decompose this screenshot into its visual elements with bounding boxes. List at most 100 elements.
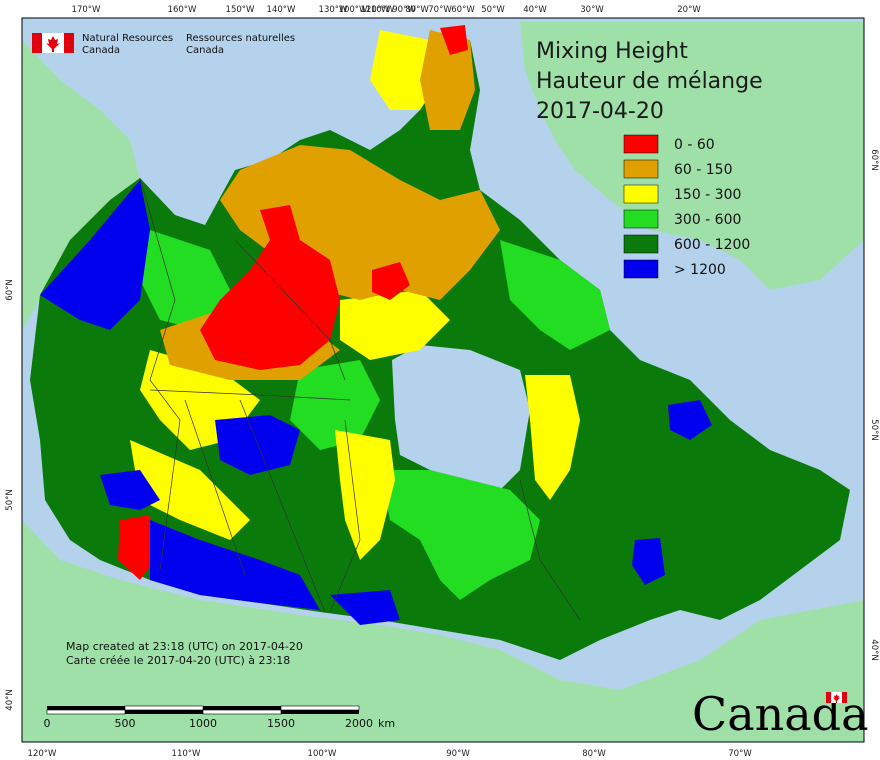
agency-fr-line2: Canada: [186, 45, 224, 56]
zone-1200-bc: [100, 470, 160, 510]
wordmark-flag-icon: [826, 692, 847, 703]
scale-unit: km: [378, 717, 395, 730]
scale-seg-0: [47, 706, 125, 710]
top-label-140w: 140°W: [267, 5, 296, 15]
province-borders: [139, 177, 581, 621]
zone-0-60-central: [200, 205, 340, 370]
left-label-60n: 60°N: [5, 279, 15, 300]
left-label-50n: 50°N: [5, 489, 15, 510]
map-border: [21, 17, 865, 743]
legend-swatch-5: [623, 259, 659, 279]
hudson-bay: [392, 345, 530, 490]
zone-300-600-east: [380, 470, 540, 600]
top-label-60w: 60°W: [451, 5, 475, 15]
bottom-axis: 120°W 110°W 100°W 90°W 80°W 70°W: [28, 749, 753, 759]
zone-300-600-mid: [290, 360, 380, 450]
bottom-label-100w: 100°W: [308, 749, 337, 759]
scale-seg-5: [125, 710, 203, 714]
agency-fr-line1: Ressources naturelles: [186, 33, 295, 44]
top-axis: 170°W 160°W 150°W 140°W 130°W 120°W 100°…: [72, 5, 702, 15]
zone-0-60-south: [118, 515, 155, 580]
right-label-40n: 40°N: [869, 639, 879, 660]
border-bc-alberta: [149, 379, 181, 571]
agency-en-line1: Natural Resources: [82, 33, 173, 44]
top-label-130w: 130°W: [319, 5, 348, 15]
border-nwt-nunavut: [234, 239, 346, 381]
credit-en: Map created at 23:18 (UTC) on 2017-04-20: [66, 640, 303, 653]
bottom-label-70w: 70°W: [728, 749, 752, 759]
legend-swatch-4: [623, 234, 659, 254]
legend-label-3: 300 - 600: [674, 212, 741, 228]
scale-seg-4: [46, 709, 126, 715]
border-alberta-sask: [184, 399, 246, 576]
top-label-170w: 170°W: [72, 5, 101, 15]
bottom-label-120w: 120°W: [28, 749, 57, 759]
zone-0-60-baffin: [372, 262, 410, 300]
zone-150-300-south: [130, 440, 250, 540]
scale-seg-6: [202, 709, 282, 715]
right-axis: 60°N 50°N 40°N: [869, 149, 879, 660]
title-date: 2017-04-20: [536, 99, 664, 124]
zone-1200-lakes: [330, 590, 400, 625]
legend-label-5: > 1200: [674, 262, 726, 278]
top-label-40w: 40°W: [523, 5, 547, 15]
title-block: Mixing Height Hauteur de mélange 2017-04…: [536, 39, 763, 124]
scale-tick-0: 0: [44, 717, 51, 730]
border-ontario-quebec: [519, 479, 581, 621]
scale-tick-2: 1000: [189, 717, 217, 730]
greenland-land: [520, 22, 864, 290]
zone-1200-prairies: [150, 520, 320, 610]
legend-swatch-0: [623, 134, 659, 154]
top-label-160w: 160°W: [168, 5, 197, 15]
scale-bar: 0 500 1000 1500 2000 km: [44, 705, 395, 730]
zone-150-300-quebec: [525, 375, 580, 500]
top-label-20w: 20°W: [677, 5, 701, 15]
right-label-60n: 60°N: [869, 149, 879, 170]
border-sask-manitoba: [239, 399, 326, 613]
canada-flag-icon: [32, 33, 74, 53]
legend-swatch-2: [623, 184, 659, 204]
legend-swatch-1: [623, 159, 659, 179]
border-yukon-nwt: [139, 177, 176, 381]
agency-en-line2: Canada: [82, 45, 120, 56]
top-label-50w: 50°W: [481, 5, 505, 15]
zone-300-600-west: [140, 230, 230, 330]
top-label-90w: 90°W: [392, 5, 416, 15]
zone-1200-sask: [215, 415, 300, 475]
zone-1200-quebec: [668, 400, 712, 440]
scale-seg-2: [203, 706, 281, 710]
bottom-label-80w: 80°W: [582, 749, 606, 759]
top-label-80w: 80°W: [405, 5, 429, 15]
title-line1: Mixing Height: [536, 39, 688, 64]
scale-tick-4: 2000: [345, 717, 373, 730]
legend-swatch-3: [623, 209, 659, 229]
legend-label-2: 150 - 300: [674, 187, 741, 203]
usa-land: [22, 520, 864, 742]
border-60n: [149, 389, 351, 401]
scale-tick-3: 1500: [267, 717, 295, 730]
top-label-70w: 70°W: [428, 5, 452, 15]
border-manitoba-ontario: [329, 419, 361, 613]
credit-fr: Carte créée le 2017-04-20 (UTC) à 23:18: [66, 654, 290, 667]
top-label-30w: 30°W: [580, 5, 604, 15]
legend: 0 - 60 60 - 150 150 - 300 300 - 600 600 …: [623, 134, 750, 279]
top-label-110w: 110°W: [366, 5, 395, 15]
zone-1200-ontario: [632, 538, 665, 585]
right-label-50n: 50°N: [869, 419, 879, 440]
bottom-label-110w: 110°W: [172, 749, 201, 759]
zone-60-150-islands: [420, 30, 475, 130]
title-line2: Hauteur de mélange: [536, 69, 763, 94]
legend-label-0: 0 - 60: [674, 137, 715, 153]
zone-150-300-arctic: [340, 290, 450, 360]
scale-seg-7: [281, 710, 359, 714]
legend-label-4: 600 - 1200: [674, 237, 750, 253]
top-label-120w: 120°W: [361, 5, 390, 15]
top-label-150w: 150°W: [226, 5, 255, 15]
canada-wordmark: Canada: [692, 687, 869, 741]
legend-label-1: 60 - 150: [674, 162, 733, 178]
zone-0-60-north: [440, 25, 468, 55]
scale-tick-1: 500: [115, 717, 136, 730]
scale-seg-3: [280, 705, 360, 711]
